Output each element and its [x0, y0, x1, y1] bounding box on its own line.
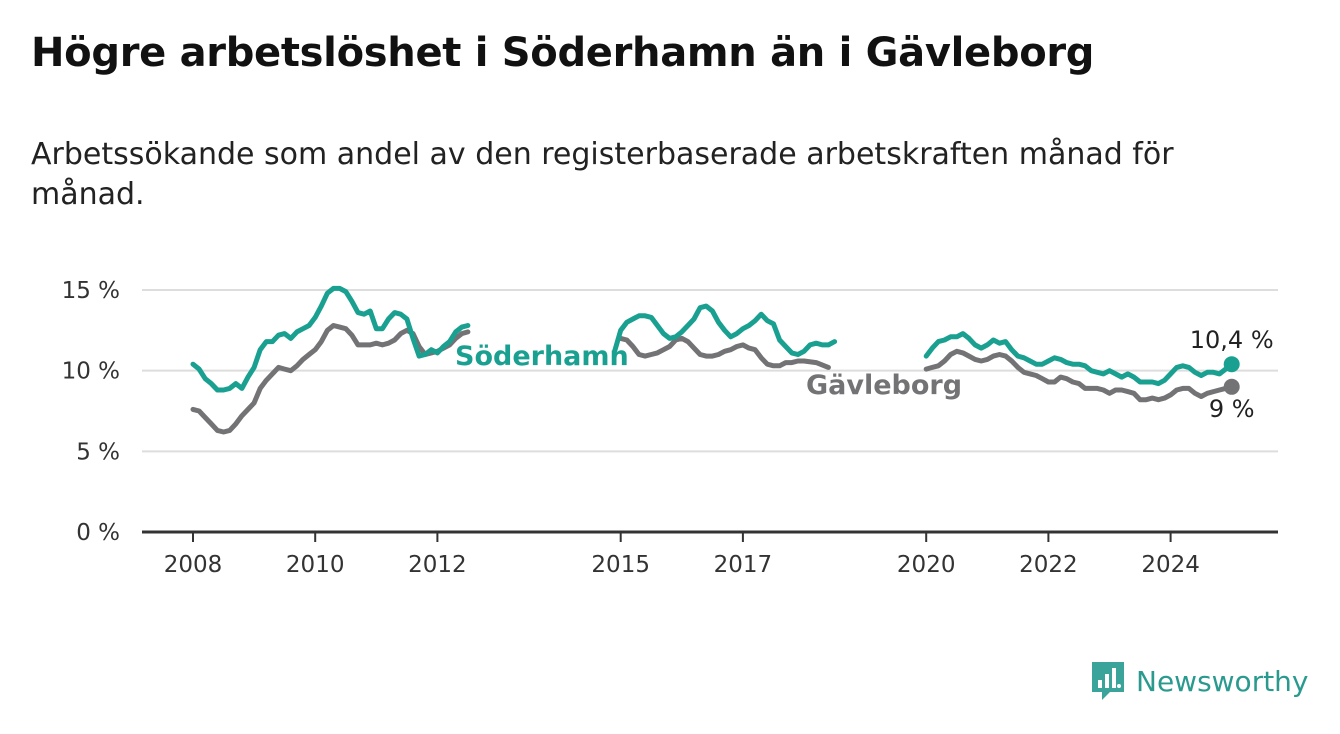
x-tick-label: 2010: [286, 552, 345, 578]
y-axis-ticks: 0 % 5 % 10 % 15 %: [62, 278, 120, 546]
y-tick-label: 0 %: [76, 520, 120, 546]
x-tick-label: 2022: [1019, 552, 1078, 578]
chart-title: Högre arbetslöshet i Söderhamn än i Gävl…: [31, 30, 1095, 76]
x-tick-label: 2020: [897, 552, 956, 578]
x-tick-label: 2015: [591, 552, 650, 578]
y-tick-label: 15 %: [62, 278, 120, 304]
series-labels: Söderhamn Gävleborg 10,4 % 9 %: [455, 326, 1274, 423]
x-tick-label: 2008: [164, 552, 223, 578]
series-line-söderhamn: [190, 285, 1235, 393]
end-marker-soderhamn: [1223, 356, 1240, 373]
end-value-label: 10,4 %: [1190, 326, 1274, 354]
x-tick-label: 2012: [408, 552, 467, 578]
y-tick-label: 5 %: [76, 439, 120, 465]
series-lines: [190, 285, 1235, 435]
chart-subtitle: Arbetssökande som andel av den registerb…: [31, 137, 1174, 212]
x-tick-label: 2024: [1141, 552, 1200, 578]
series-label-gavleborg: Gävleborg: [806, 370, 962, 401]
end-value-label: 9 %: [1209, 395, 1255, 423]
series-label-soderhamn: Söderhamn: [455, 341, 629, 372]
x-tick-label: 2017: [714, 552, 773, 578]
series-line-gävleborg: [190, 323, 1235, 435]
line-chart: 0 %5 %10 %15 % 2008 2010 2012 2015 2017 2020 2…: [62, 278, 1278, 578]
newsworthy-brand[interactable]: Newsworthy: [1090, 660, 1309, 702]
x-axis-ticks: 2008 2010 2012 2015 2017 2020 2022 2024: [164, 532, 1200, 578]
newsworthy-logo-icon: [1092, 662, 1124, 700]
y-tick-label: 10 %: [62, 359, 120, 385]
end-marker-gavleborg: [1223, 378, 1240, 395]
brand-name: Newsworthy: [1136, 664, 1309, 698]
